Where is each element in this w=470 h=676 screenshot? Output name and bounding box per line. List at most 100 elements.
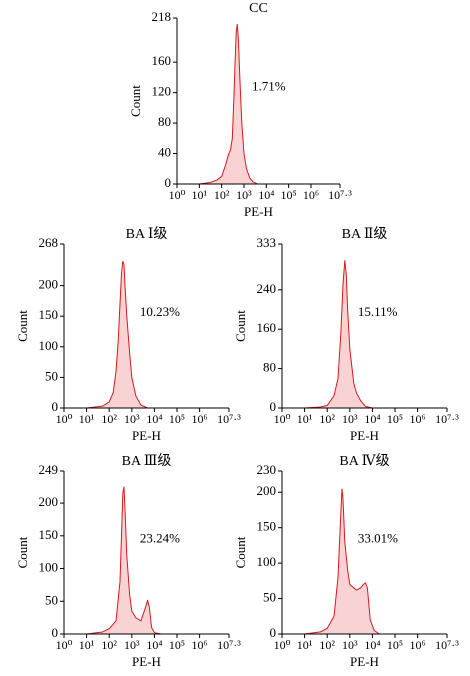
x-tick-label: 10⁴ — [258, 188, 274, 202]
y-tick-label: 268 — [39, 235, 59, 250]
y-tick-label: 218 — [152, 9, 172, 24]
x-tick-label: 10⁷·³ — [435, 412, 459, 426]
y-tick-label: 200 — [257, 483, 277, 498]
x-tick-label: 10³ — [342, 412, 358, 426]
histogram-area — [304, 260, 373, 409]
x-tick-label: 10⁷·³ — [435, 638, 459, 652]
x-tick-label: 10⁷·³ — [217, 412, 241, 426]
y-tick-label: 150 — [257, 519, 277, 534]
x-tick-label: 10⁶ — [410, 638, 426, 652]
y-tick-label: 200 — [39, 494, 59, 509]
x-tick-label: 10⁰ — [169, 188, 186, 202]
y-axis-label: Count — [128, 85, 143, 117]
x-axis-label: PE-H — [350, 654, 379, 669]
x-tick-label: 10³ — [124, 412, 140, 426]
x-tick-label: 10⁶ — [410, 412, 426, 426]
x-tick-label: 10³ — [342, 638, 358, 652]
y-tick-label: 80 — [263, 360, 276, 375]
y-tick-label: 150 — [39, 527, 59, 542]
x-axis-label: PE-H — [132, 428, 161, 443]
x-tick-label: 10⁷·³ — [217, 638, 241, 652]
chart-title: BA Ⅰ级 — [126, 226, 168, 242]
chart-title: BA Ⅱ级 — [342, 226, 388, 242]
x-tick-label: 10¹ — [192, 188, 208, 202]
y-tick-label: 333 — [257, 235, 277, 250]
annotation: 1.71% — [252, 79, 286, 94]
y-axis-label: Count — [233, 536, 248, 568]
x-tick-label: 10⁰ — [274, 638, 291, 652]
chart-panel: BA Ⅲ级 0 50 100 150 200 249 10⁰ 10¹ 10² 10³ 10⁴ 10⁵ 10… — [15, 453, 241, 669]
x-tick-label: 10⁴ — [146, 412, 162, 426]
y-tick-label: 50 — [45, 368, 58, 383]
y-axis-label: Count — [15, 536, 30, 568]
x-tick-label: 10² — [319, 638, 335, 652]
chart-title: CC — [249, 1, 268, 16]
y-tick-label: 0 — [52, 625, 59, 640]
chart-panel: CC 0 40 80 120 160 218 10⁰ 10¹ 10² 10³ 10⁴ 10⁵ 10⁶ 10⁷… — [128, 1, 352, 219]
x-tick-label: 10⁰ — [274, 412, 291, 426]
y-tick-label: 0 — [52, 399, 59, 414]
x-tick-label: 10¹ — [79, 412, 95, 426]
chart-title: BA Ⅲ级 — [122, 453, 172, 469]
x-tick-label: 10⁵ — [387, 638, 403, 652]
chart-title: BA Ⅳ级 — [339, 453, 389, 469]
annotation: 10.23% — [140, 304, 180, 319]
x-tick-label: 10² — [214, 188, 230, 202]
y-tick-label: 160 — [152, 53, 172, 68]
x-axis-label: PE-H — [350, 428, 379, 443]
x-tick-label: 10⁶ — [192, 412, 208, 426]
y-tick-label: 100 — [257, 554, 277, 569]
x-tick-label: 10⁵ — [387, 412, 403, 426]
x-tick-label: 10³ — [124, 638, 140, 652]
chart-panel: BA Ⅱ级 0 80 160 240 333 10⁰ 10¹ 10² 10³ 10⁴ 10⁵ 10⁶ 10… — [233, 226, 459, 443]
y-tick-label: 0 — [165, 175, 172, 190]
y-axis-label: Count — [15, 310, 30, 342]
chart-panel: BA Ⅰ级 0 50 100 150 200 268 10⁰ 10¹ 10² 10³ 10⁴ 10⁵ 10… — [15, 226, 241, 443]
x-tick-label: 10⁵ — [281, 188, 297, 202]
x-tick-label: 10² — [101, 638, 117, 652]
y-tick-label: 120 — [152, 84, 172, 99]
histogram-area — [86, 486, 162, 635]
x-tick-label: 10⁶ — [303, 188, 319, 202]
y-tick-label: 200 — [39, 277, 59, 292]
x-tick-label: 10¹ — [297, 638, 313, 652]
y-tick-label: 50 — [45, 592, 58, 607]
annotation: 23.24% — [140, 530, 180, 545]
x-tick-label: 10⁵ — [169, 638, 185, 652]
histogram-area — [304, 488, 380, 635]
y-tick-label: 80 — [158, 114, 171, 129]
x-tick-label: 10³ — [236, 188, 252, 202]
x-tick-label: 10⁴ — [146, 638, 162, 652]
y-axis-label: Count — [233, 310, 248, 342]
x-axis-label: PE-H — [132, 654, 161, 669]
y-tick-label: 160 — [257, 320, 277, 335]
y-tick-label: 0 — [270, 625, 277, 640]
x-tick-label: 10² — [101, 412, 117, 426]
annotation: 15.11% — [358, 304, 398, 319]
histogram-area — [86, 260, 148, 409]
x-tick-label: 10⁰ — [56, 412, 73, 426]
y-tick-label: 230 — [257, 462, 277, 477]
y-tick-label: 0 — [270, 399, 277, 414]
x-tick-label: 10⁷·³ — [328, 188, 352, 202]
y-tick-label: 40 — [158, 145, 171, 160]
x-tick-label: 10¹ — [79, 638, 95, 652]
annotation: 33.01% — [358, 530, 398, 545]
x-tick-label: 10⁶ — [192, 638, 208, 652]
x-tick-label: 10¹ — [297, 412, 313, 426]
x-tick-label: 10² — [319, 412, 335, 426]
x-tick-label: 10⁵ — [169, 412, 185, 426]
y-tick-label: 50 — [263, 590, 276, 605]
y-tick-label: 249 — [39, 462, 59, 477]
x-tick-label: 10⁰ — [56, 638, 73, 652]
x-axis-label: PE-H — [244, 204, 273, 219]
y-tick-label: 150 — [39, 307, 59, 322]
y-tick-label: 100 — [39, 560, 59, 575]
x-tick-label: 10⁴ — [364, 412, 380, 426]
chart-panel: BA Ⅳ级 0 50 100 150 200 230 10⁰ 10¹ 10² 10³ 10⁴ 10⁵ 10… — [233, 453, 459, 669]
y-tick-label: 100 — [39, 338, 59, 353]
y-tick-label: 240 — [257, 281, 277, 296]
x-tick-label: 10⁴ — [364, 638, 380, 652]
histogram-area — [199, 24, 258, 185]
